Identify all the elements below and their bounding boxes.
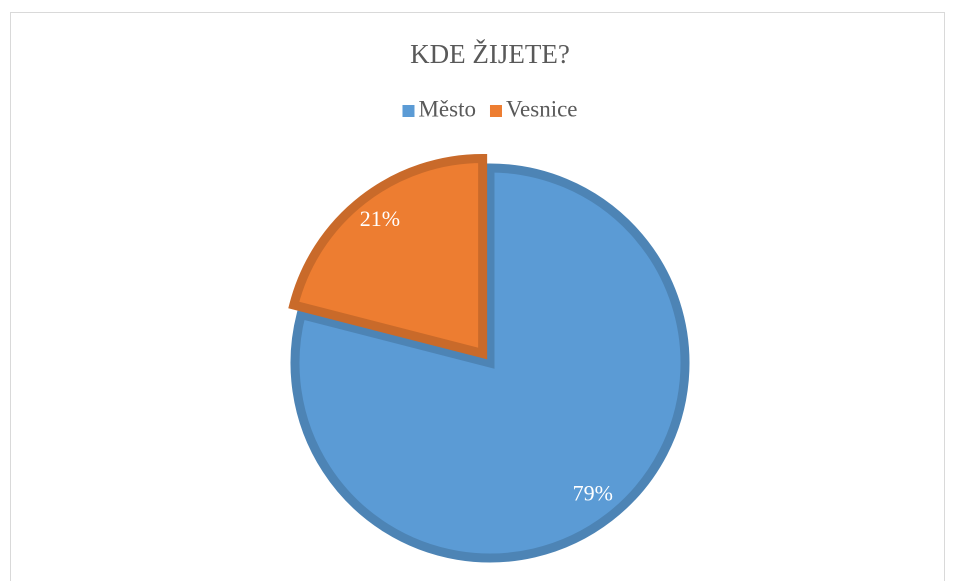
legend-swatch <box>402 105 415 117</box>
data-label: 79% <box>573 481 613 506</box>
legend-label: Vesnice <box>506 96 578 121</box>
data-label: 21% <box>360 206 400 231</box>
legend-swatch <box>489 105 502 117</box>
pie-slice <box>288 154 488 360</box>
pie-slice <box>290 163 690 563</box>
legend-label: Město <box>418 96 476 121</box>
chart-title: KDE ŽIJETE? <box>410 39 570 69</box>
